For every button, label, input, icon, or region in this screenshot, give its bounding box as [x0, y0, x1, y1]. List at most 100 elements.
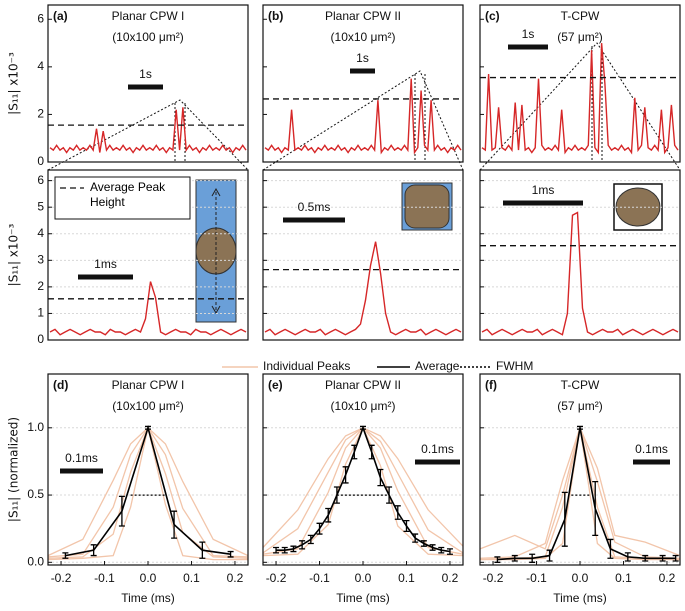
panel-subtitle: (10x100 μm²) [112, 30, 184, 44]
scale-bar [128, 84, 163, 90]
droplet-icon [404, 184, 450, 229]
peak-line [47, 426, 249, 557]
y-tick-label: 6 [37, 11, 44, 25]
error-bar [118, 495, 125, 527]
y-tick-label: 0.0 [27, 554, 44, 568]
y-axis-label: |S₁₁| x10⁻³ [7, 223, 21, 286]
panel-label: (b) [268, 9, 283, 23]
error-bar [394, 505, 401, 520]
zoom-guide [262, 70, 464, 171]
trace [481, 43, 679, 155]
error-bar [624, 552, 631, 562]
y-tick-label: 4 [37, 226, 44, 240]
scale-bar [508, 44, 548, 50]
error-bar [368, 444, 375, 460]
scale-bar [78, 274, 133, 280]
error-bar [429, 544, 436, 551]
x-tick-label: 0.0 [140, 571, 157, 585]
zoom-guide [479, 42, 681, 171]
panel-title: Planar CPW II [325, 378, 401, 392]
scale-bar-label: 1ms [94, 257, 117, 271]
panel-frame [479, 169, 681, 341]
trace [264, 241, 462, 336]
x-tick-label: -0.2 [483, 571, 504, 585]
average-line [497, 427, 676, 561]
zoom-guide [47, 99, 249, 171]
insets [195, 179, 663, 323]
panel-title: Planar CPW I [112, 378, 185, 392]
panel-title: Planar CPW II [325, 9, 401, 23]
scale-bar [633, 459, 670, 465]
error-bar [62, 552, 69, 559]
x-tick-label: -0.2 [266, 571, 287, 585]
y-tick-label: 4 [37, 59, 44, 73]
error-bar [281, 546, 288, 554]
panel-frame [479, 373, 681, 566]
error-bar [377, 468, 384, 487]
y-tick-label: 5 [37, 199, 44, 213]
scale-bar [415, 459, 460, 465]
x-axis-label: Time (ms) [121, 591, 175, 605]
panel: (b) Planar CPW II (10x10 μm²) 1s [262, 4, 464, 163]
panel-title: Planar CPW I [112, 9, 185, 23]
x-tick-label: 0.2 [442, 571, 459, 585]
panel-frame [47, 169, 249, 341]
x-tick-label: 0.1 [615, 571, 632, 585]
panel-subtitle: (10x100 μm²) [112, 399, 184, 413]
panel-frame [262, 4, 464, 163]
error-bar [438, 546, 445, 554]
error-bar [420, 540, 427, 547]
panel-subtitle: (57 μm²) [557, 30, 603, 44]
legend-label: FWHM [496, 359, 533, 373]
y-tick-label: 6 [37, 173, 44, 187]
scale-bar-label: 0.5ms [298, 200, 331, 214]
panel-frame [262, 373, 464, 566]
error-bar [351, 444, 358, 460]
error-bar [642, 554, 649, 562]
error-bar [171, 510, 178, 539]
x-tick-label: -0.2 [51, 571, 72, 585]
panel-frame [47, 4, 249, 163]
y-tick-label: 0 [37, 154, 44, 168]
panel: 0 2 4 6 (a) Planar CPW I (10x100 μm²) |S₁₁| x10… [7, 4, 249, 168]
scale-bar-label: 1s [522, 27, 535, 41]
y-tick-label: 0 [37, 332, 44, 346]
scale-bar-label: 1s [356, 51, 369, 65]
scale-bar [503, 200, 583, 206]
error-bar [412, 533, 419, 543]
error-bar [446, 548, 453, 555]
y-tick-label: 3 [37, 252, 44, 266]
error-bar [360, 425, 366, 430]
x-tick-label: 0.2 [227, 571, 244, 585]
error-bar [659, 554, 666, 562]
y-axis-label: |S₁₁| (normalized) [7, 417, 21, 522]
panel: -0.2 -0.1 0.0 0.1 0.2 (e) Planar CPW II (10x10 … [262, 373, 464, 605]
error-bar [342, 466, 349, 484]
error-bar [546, 549, 553, 562]
error-bar [145, 425, 151, 430]
error-bar [494, 556, 501, 563]
error-bar [199, 541, 206, 559]
panel: (c) T-CPW (57 μm²) 1s [479, 4, 681, 163]
error-bar [290, 545, 297, 553]
panel: -0.2 -0.1 0.0 0.1 0.2 (f) T-CPW (57 μm²) Time (m… [479, 373, 681, 605]
panel: 1ms [479, 169, 681, 341]
x-tick-label: 0.1 [398, 571, 415, 585]
error-bar [607, 538, 614, 559]
x-tick-label: 0.0 [355, 571, 372, 585]
error-bar [273, 546, 280, 554]
y-tick-label: 2 [37, 279, 44, 293]
error-bar [299, 540, 306, 550]
scale-bar [60, 468, 103, 474]
scale-bar-label: 0.1ms [635, 442, 668, 456]
scale-bar-label: 0.1ms [65, 451, 98, 465]
y-tick-label: 1 [37, 306, 44, 320]
error-bar [511, 554, 518, 562]
error-bar [90, 544, 97, 557]
scale-bar [283, 217, 345, 223]
panel-label: (a) [53, 9, 68, 23]
trace [49, 281, 247, 336]
scale-bar-label: 1s [139, 67, 152, 81]
panel-subtitle: (10x10 μm²) [331, 399, 396, 413]
legend-box [54, 176, 191, 220]
